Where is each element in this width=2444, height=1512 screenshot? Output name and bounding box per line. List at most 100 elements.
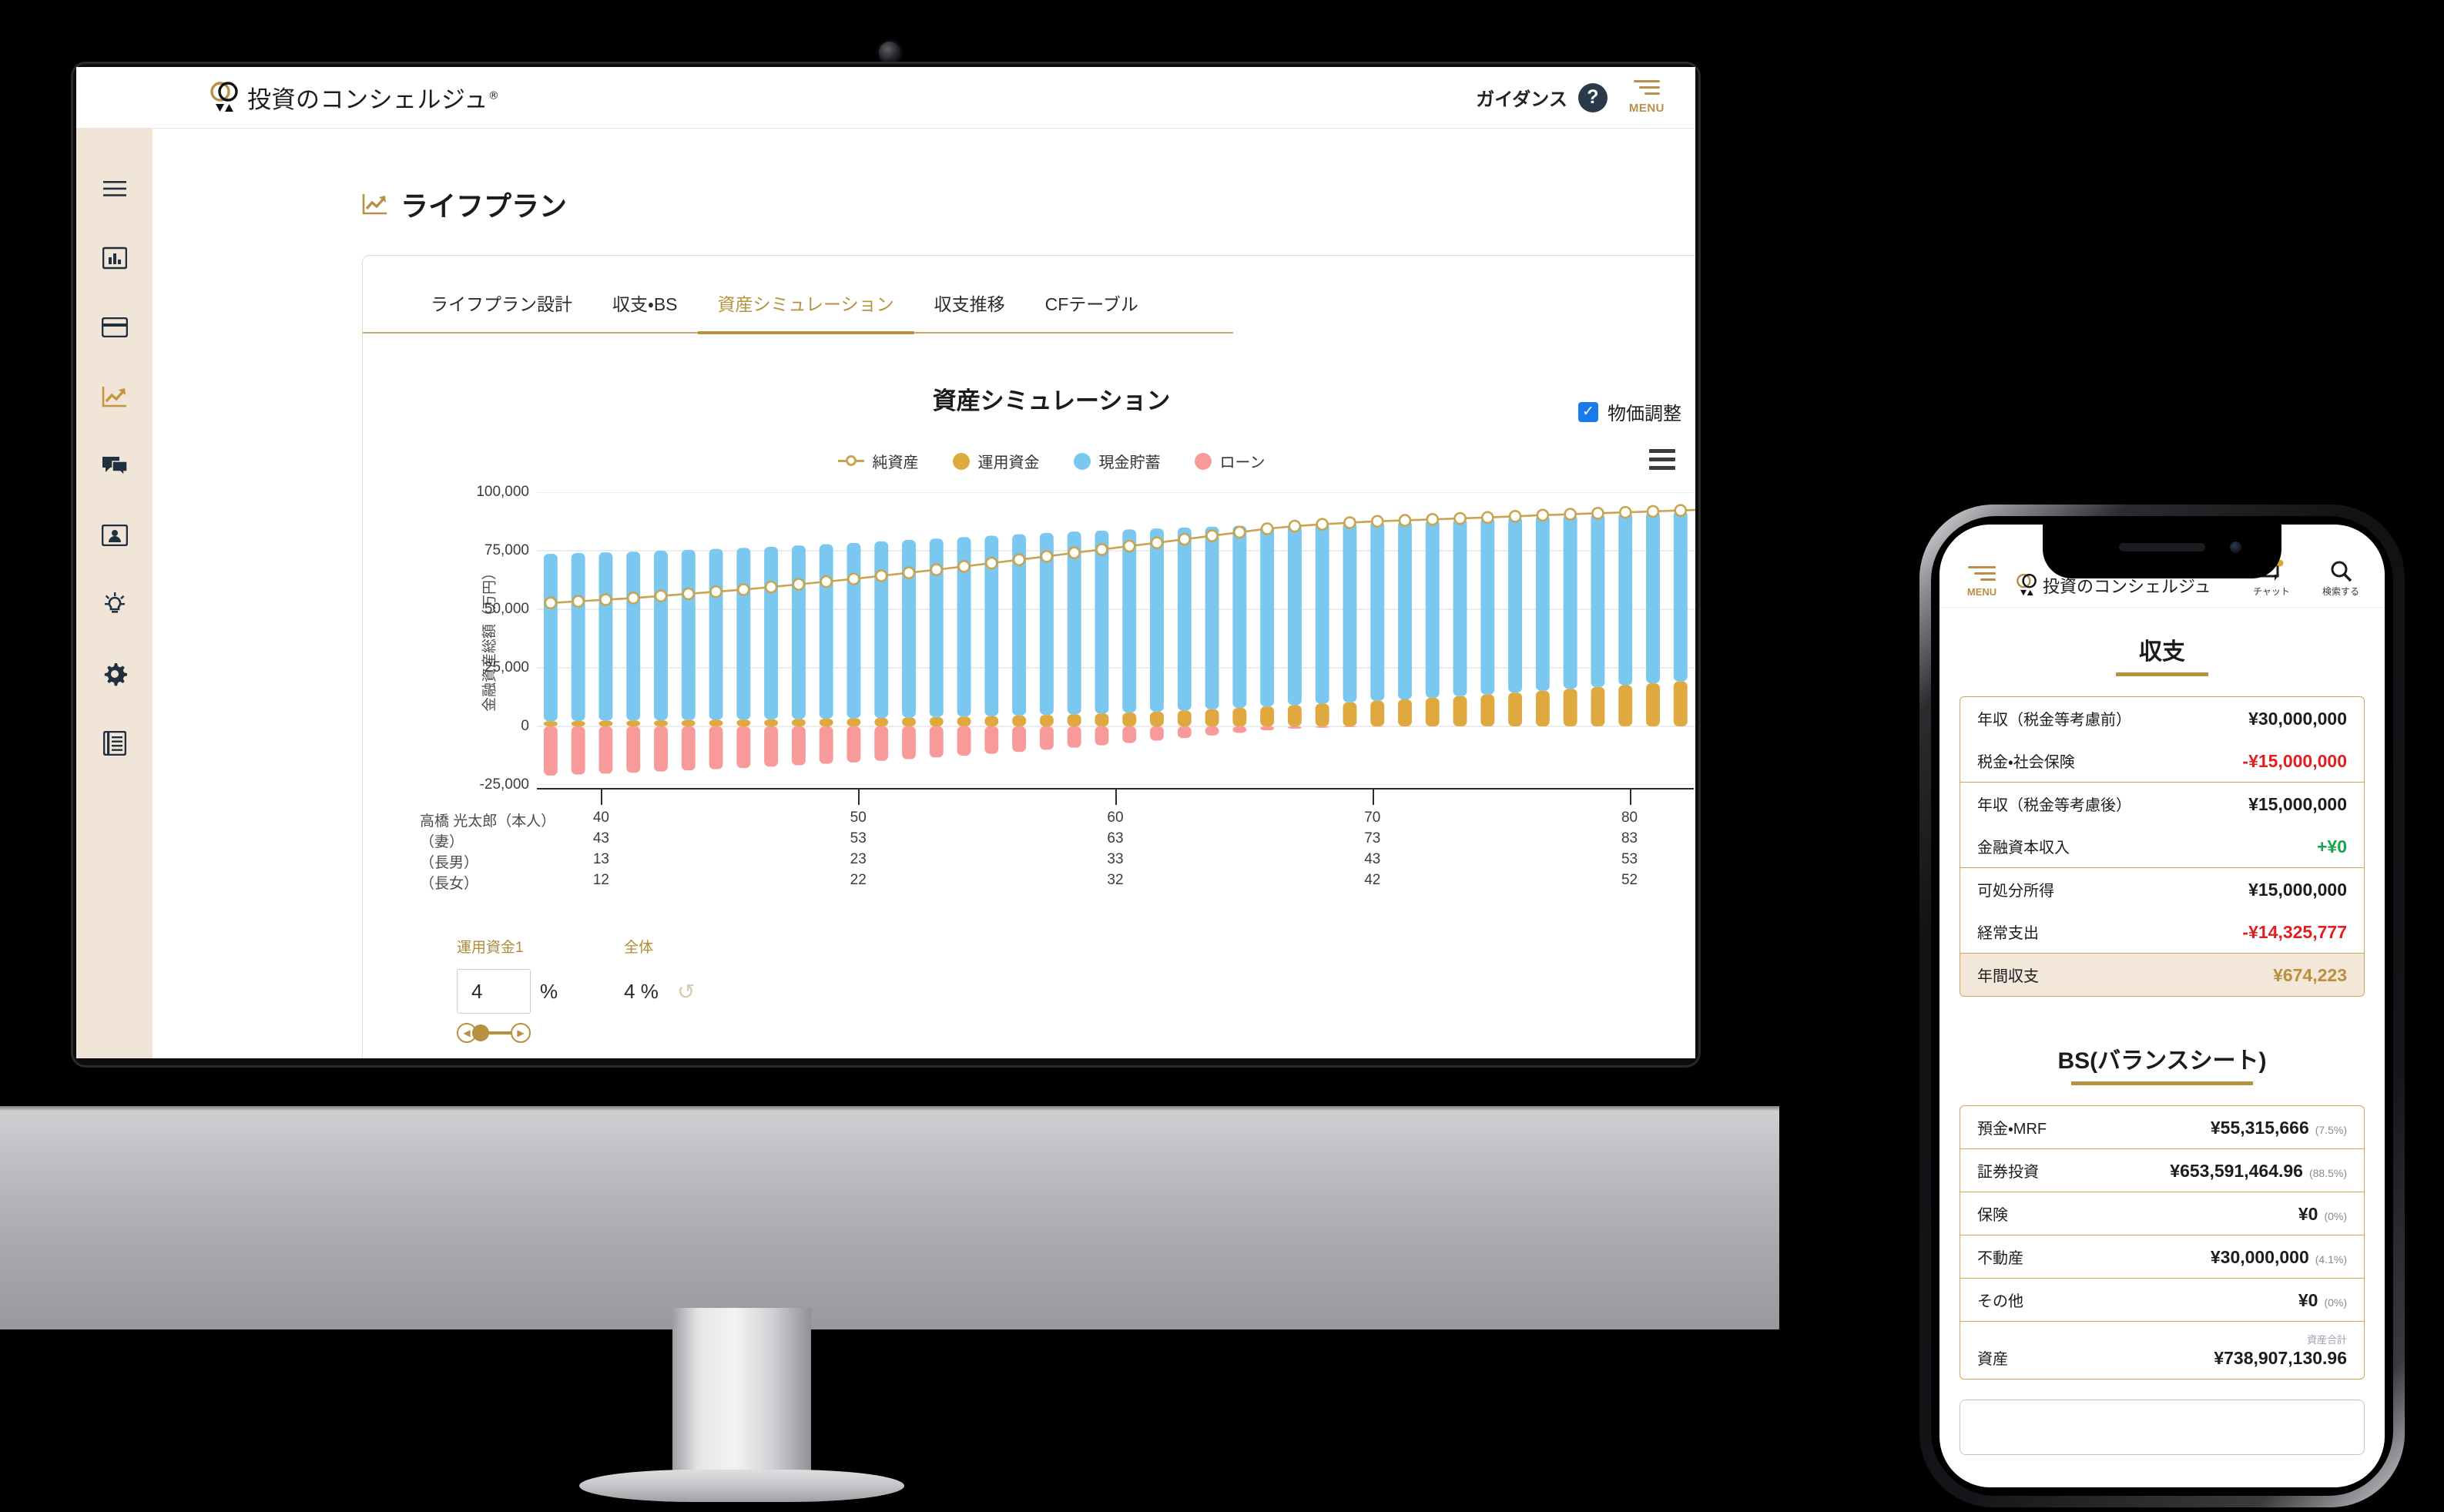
tab-cf-table[interactable]: CFテーブル xyxy=(1044,294,1138,314)
tab-asset-simulation[interactable]: 資産シミュレーション xyxy=(697,290,914,334)
guidance-button[interactable]: ガイダンス ? xyxy=(1476,82,1608,112)
imac-foot xyxy=(579,1470,904,1502)
chart-menu-button[interactable] xyxy=(1649,449,1675,474)
tab-income-bs[interactable]: 収支・BS xyxy=(612,294,678,314)
slider-increment-icon[interactable]: ▶ xyxy=(511,1023,531,1043)
overall-value: 4 % xyxy=(624,979,659,1003)
sidebar-item-lifeplan[interactable] xyxy=(99,381,130,412)
trending-up-icon xyxy=(362,194,387,215)
mobile-screen: MENU 投資のコンシェルジュ xyxy=(1939,525,2385,1487)
checkbox-checked-icon[interactable]: ✓ xyxy=(1578,401,1598,422)
guidance-label: ガイダンス xyxy=(1476,89,1567,110)
desktop-screen: 投資のコンシェルジュ® ガイダンス ? MENU xyxy=(76,67,1695,1058)
mobile-search-button[interactable]: 検索する xyxy=(2314,560,2368,598)
legend-swatch xyxy=(1073,452,1091,470)
bs-row-value-wrap: ¥55,315,666 (7.5%) xyxy=(2211,1118,2347,1138)
income-row: 年間収支 ¥674,223 xyxy=(1960,954,2364,996)
inflation-toggle-label: 物価調整 xyxy=(1608,404,1681,424)
x-axis-person-row: （長男） 13 23 33 43 53 xyxy=(420,851,1694,872)
undo-icon[interactable]: ↺ xyxy=(676,979,696,1004)
bs-row: 預金・MRF ¥55,315,666 (7.5%) xyxy=(1960,1106,2364,1148)
gear-icon xyxy=(104,663,127,686)
brand[interactable]: 投資のコンシェルジュ® xyxy=(209,80,499,115)
tab-lifeplan-design[interactable]: ライフプラン設計 xyxy=(431,294,572,314)
x-axis-tick xyxy=(1372,790,1374,805)
bs-row-percent: (88.5%) xyxy=(2308,1167,2347,1179)
row-divider xyxy=(1960,867,2364,868)
sidebar-item-chat[interactable] xyxy=(99,451,130,481)
sidebar-item-menu[interactable] xyxy=(99,173,130,204)
sidebar-item-profile[interactable] xyxy=(99,520,130,551)
x-axis-line xyxy=(537,788,1694,805)
bs-row-value-wrap: ¥0 (0%) xyxy=(2298,1290,2347,1311)
mobile-body: 収支 年収（税金等考慮前） ¥30,000,000 税金・社会保険 -¥15,000,… xyxy=(1939,608,2385,1455)
row-divider xyxy=(1960,1148,2364,1149)
x-axis-person-label: （妻） xyxy=(420,834,464,850)
bs-title: BS(バランスシート) xyxy=(2057,1048,2267,1074)
x-axis-age-value: 42 xyxy=(1364,872,1381,888)
legend-item-loan[interactable]: ローン xyxy=(1194,450,1266,472)
income-row: 経常支出 -¥14,325,777 xyxy=(1960,910,2364,953)
brand-logo-icon xyxy=(209,81,240,115)
income-row-label: 経常支出 xyxy=(1977,925,2039,942)
chart-legend: 純資産 運用資金 現金貯蓄 xyxy=(409,450,1694,472)
mobile-search-label: 検索する xyxy=(2322,586,2359,597)
x-axis-person-row: （妻） 43 53 63 73 83 xyxy=(420,830,1694,851)
sidebar-rail xyxy=(76,129,153,1058)
contact-card-icon xyxy=(101,525,128,546)
sidebar-item-ideas[interactable] xyxy=(99,589,130,620)
x-axis-person-label: （長男） xyxy=(420,855,479,871)
income-card: 年収（税金等考慮前） ¥30,000,000 税金・社会保険 -¥15,000,000… xyxy=(1960,696,2365,997)
x-axis-person-row: 高橋 光太郎（本人） 40 50 60 70 80 xyxy=(420,810,1694,830)
header-actions: ガイダンス ? MENU xyxy=(1476,80,1695,115)
y-axis-tick: -25,000 xyxy=(479,776,529,793)
bs-row-percent: (0%) xyxy=(2324,1210,2347,1222)
sidebar-item-accounts[interactable] xyxy=(99,312,130,343)
y-axis-tick: 75,000 xyxy=(484,542,529,558)
income-section-header: 収支 xyxy=(1960,608,2365,676)
menu-button[interactable]: MENU xyxy=(1629,80,1665,115)
legend-item-cash[interactable]: 現金貯蓄 xyxy=(1073,450,1161,472)
menu-label: MENU xyxy=(1628,102,1665,115)
income-row-value: ¥15,000,000 xyxy=(2248,880,2347,900)
x-axis-tick xyxy=(601,790,603,805)
slider-knob[interactable] xyxy=(472,1024,489,1041)
bs-row-value: ¥653,591,464.96 xyxy=(2170,1161,2303,1181)
imac-camera xyxy=(879,42,900,63)
bs-row-percent: (7.5%) xyxy=(2315,1124,2347,1136)
fund1-slider[interactable]: ◀ ▶ xyxy=(457,1023,531,1043)
fund1-input[interactable]: 4 xyxy=(457,969,531,1014)
chart-title: 資産シミュレーション xyxy=(932,387,1171,414)
mobile-menu-button[interactable]: MENU xyxy=(1956,565,2007,598)
mobile-brand[interactable]: 投資のコンシェルジュ xyxy=(2015,573,2211,598)
lightbulb-icon xyxy=(104,592,125,613)
legend-item-investment[interactable]: 運用資金 xyxy=(952,450,1040,472)
sidebar-item-reports[interactable] xyxy=(99,243,130,273)
overall-group: 全体 4 % ↺ xyxy=(624,936,695,1014)
tab-income-trend[interactable]: 収支推移 xyxy=(934,294,1005,314)
sidebar-item-settings[interactable] xyxy=(99,659,130,689)
phone-notch xyxy=(2043,525,2281,578)
bs-row-label: 資産 xyxy=(1977,1351,2008,1368)
x-axis-age-value: 33 xyxy=(1107,851,1124,867)
inflation-toggle[interactable]: ✓ 物価調整 xyxy=(1578,398,1681,425)
income-row-label: 年収（税金等考慮前） xyxy=(1977,712,2131,729)
x-axis-age-value: 13 xyxy=(592,851,610,867)
chat-icon xyxy=(102,457,128,477)
income-row-value: ¥15,000,000 xyxy=(2248,794,2347,814)
sidebar-item-documents[interactable] xyxy=(99,728,130,759)
bs-card: 預金・MRF ¥55,315,666 (7.5%) 証券投資 ¥653,591,464.… xyxy=(1960,1105,2365,1380)
bs-row: 証券投資 ¥653,591,464.96 (88.5%) xyxy=(1960,1149,2364,1192)
bs-row-percent: (4.1%) xyxy=(2315,1253,2347,1266)
income-row-label: 年収（税金等考慮後） xyxy=(1977,797,2131,814)
legend-item-networth[interactable]: 純資産 xyxy=(837,450,919,472)
x-axis-age-value: 12 xyxy=(592,872,610,888)
x-axis-age-value: 32 xyxy=(1107,872,1124,888)
bs-row: 不動産 ¥30,000,000 (4.1%) xyxy=(1960,1235,2364,1278)
x-axis-person-rows: 高橋 光太郎（本人） 40 50 60 70 80 （妻） 43 53 63 73 83 （長男） 13 2… xyxy=(420,810,1694,893)
bar-chart-icon xyxy=(102,246,127,270)
help-icon[interactable]: ? xyxy=(1577,82,1608,112)
mobile-chat-label: チャット xyxy=(2253,586,2290,597)
legend-label: 運用資金 xyxy=(977,454,1040,471)
registered-mark: ® xyxy=(488,89,500,102)
